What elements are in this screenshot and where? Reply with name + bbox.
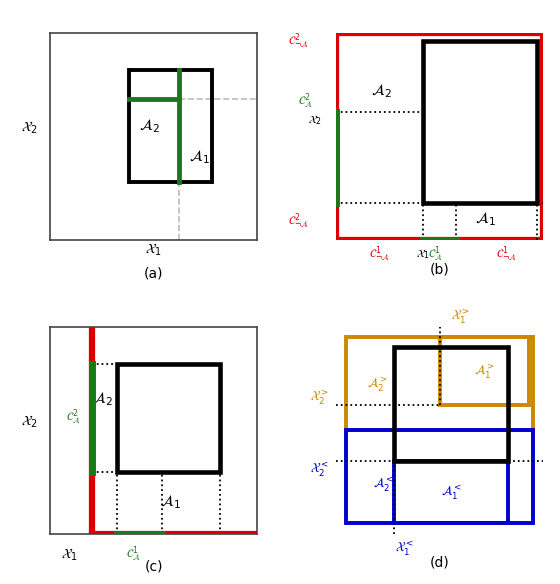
Bar	[394, 347, 508, 461]
Text: $\mathcal{X}_1^<$: $\mathcal{X}_1^<$	[395, 539, 414, 557]
Text: $\mathcal{X}_2$: $\mathcal{X}_2$	[309, 113, 323, 127]
Text: $\mathcal{A}_2^>$: $\mathcal{A}_2^>$	[367, 374, 388, 392]
Text: $\mathcal{C}^1_{\mathcal{A}}$: $\mathcal{C}^1_{\mathcal{A}}$	[126, 545, 141, 564]
Text: $\mathcal{A}_2$: $\mathcal{A}_2$	[139, 117, 160, 135]
Text: $\mathcal{C}^2_{\neg\mathcal{A}}$: $\mathcal{C}^2_{\neg\mathcal{A}}$	[288, 32, 310, 51]
Y-axis label: $\mathcal{X}_2$: $\mathcal{X}_2$	[21, 413, 38, 430]
Text: $\mathcal{X}_1^>$: $\mathcal{X}_1^>$	[451, 307, 470, 325]
Bar	[116, 364, 220, 471]
Text: $\mathcal{A}_1$: $\mathcal{A}_1$	[475, 210, 496, 228]
Text: (d): (d)	[430, 556, 450, 570]
Bar	[347, 337, 533, 430]
Text: (c): (c)	[144, 560, 163, 574]
Bar	[347, 430, 533, 523]
Text: (a): (a)	[144, 266, 164, 280]
Text: $\mathcal{C}^2_{\neg\mathcal{A}}$: $\mathcal{C}^2_{\neg\mathcal{A}}$	[288, 211, 310, 231]
Text: $\mathcal{X}_1$: $\mathcal{X}_1$	[416, 248, 430, 261]
Text: (b): (b)	[430, 262, 450, 276]
Text: $\mathcal{C}^1_{\neg\mathcal{A}}$: $\mathcal{C}^1_{\neg\mathcal{A}}$	[369, 245, 390, 264]
Text: $\mathcal{C}^1_{\mathcal{A}}$: $\mathcal{C}^1_{\mathcal{A}}$	[428, 245, 443, 264]
Text: $\mathcal{A}_1$: $\mathcal{A}_1$	[160, 493, 181, 512]
Text: $\mathcal{X}_2^<$: $\mathcal{X}_2^<$	[310, 460, 329, 478]
Text: $\mathcal{A}_1^<$: $\mathcal{A}_1^<$	[441, 483, 461, 501]
Text: $\mathcal{A}_2$: $\mathcal{A}_2$	[371, 82, 392, 100]
Text: $\mathcal{X}_2^>$: $\mathcal{X}_2^>$	[310, 388, 329, 406]
Text: $\mathcal{C}^2_{\mathcal{A}}$: $\mathcal{C}^2_{\mathcal{A}}$	[298, 92, 312, 111]
Y-axis label: $\mathcal{X}_2$: $\mathcal{X}_2$	[21, 120, 38, 136]
Text: $\mathcal{C}^2_{\mathcal{A}}$: $\mathcal{C}^2_{\mathcal{A}}$	[66, 408, 81, 427]
Bar	[394, 461, 508, 523]
Bar	[423, 41, 537, 203]
X-axis label: $\mathcal{X}_1$: $\mathcal{X}_1$	[146, 241, 162, 258]
Bar	[440, 337, 529, 405]
Text: $\mathcal{A}_2$: $\mathcal{A}_2$	[92, 390, 113, 408]
Text: $\mathcal{X}_1$: $\mathcal{X}_1$	[60, 546, 77, 562]
Text: $\mathcal{A}_2^<$: $\mathcal{A}_2^<$	[374, 475, 394, 493]
Bar	[129, 70, 212, 182]
Text: $\mathcal{A}_1^>$: $\mathcal{A}_1^>$	[474, 362, 494, 380]
Text: $\mathcal{A}_1$: $\mathcal{A}_1$	[189, 148, 210, 166]
Text: $\mathcal{C}^1_{\neg\mathcal{A}}$: $\mathcal{C}^1_{\neg\mathcal{A}}$	[496, 245, 517, 264]
